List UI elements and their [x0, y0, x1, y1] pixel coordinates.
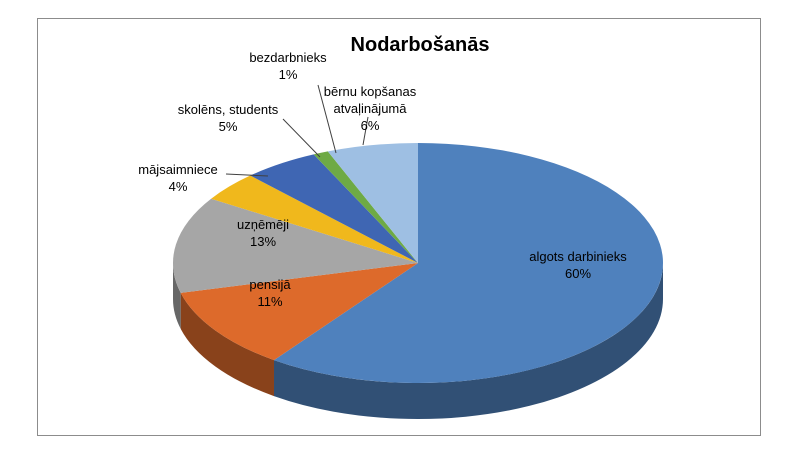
- pie-slice-uznemeji: [173, 198, 418, 293]
- data-label-bezdarbnieks: bezdarbnieks 1%: [249, 50, 327, 82]
- pie-side-uznemeji: [173, 263, 181, 329]
- pie-side-algots-darbinieks: [273, 263, 663, 420]
- pie-slice-pensija: [180, 263, 418, 361]
- leader-line-majsaimniece: [225, 173, 269, 177]
- leader-line-bernu-kopsanas-atvalinajuma: [362, 116, 369, 146]
- pie-slice-algots-darbinieks: [273, 143, 663, 383]
- pie-slice-majsaimniece: [211, 175, 418, 263]
- pie-labels: algots darbinieks 60% pensijā 11% uzņēmēji 13…: [138, 50, 627, 309]
- leader-line-bezdarbnieks: [317, 84, 337, 154]
- pie-3d-sides: [173, 263, 663, 420]
- pie-slices: [173, 143, 663, 383]
- pie-side-pensija: [180, 292, 274, 397]
- pie-slice-bezdarbnieks: [313, 151, 418, 263]
- data-label-majsaimniece: mājsaimniece 4%: [138, 162, 217, 194]
- data-label-algots-darbinieks: algots darbinieks 60%: [529, 249, 627, 281]
- pie-slice-bernu-kopsanas-atvalinajuma: [327, 143, 418, 263]
- pie-chart: algots darbinieks 60% pensijā 11% uzņēmēji 13…: [138, 34, 663, 420]
- leader-line-skolens-students: [282, 118, 321, 158]
- pie-slice-skolens-students: [250, 154, 418, 263]
- data-label-skolens-students: skolēns, students 5%: [178, 102, 279, 134]
- chart-area: algots darbinieks 60% pensijā 11% uzņēmēji 13…: [37, 18, 761, 436]
- data-label-bernu-kopsanas-atvalinajuma: bērnu kopšanas atvaļinājumā 6%: [324, 84, 417, 133]
- data-label-uznemeji: uzņēmēji 13%: [237, 217, 289, 249]
- data-label-pensija: pensijā 11%: [249, 277, 291, 309]
- chart-title: Nodarbošanās: [351, 34, 490, 56]
